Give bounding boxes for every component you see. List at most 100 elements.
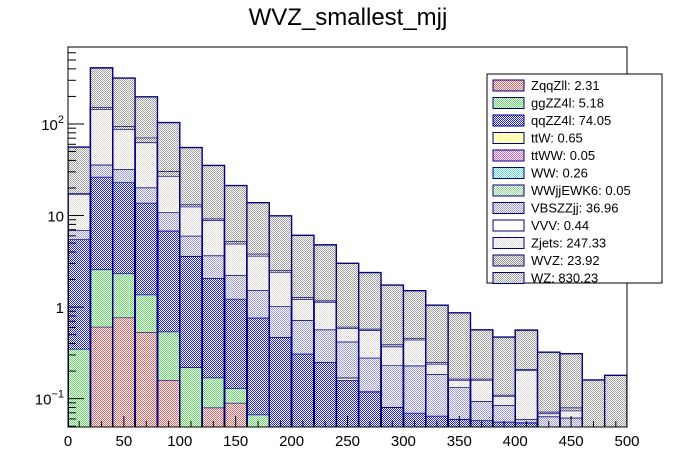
bar-qqZZ4l-bin-12 bbox=[336, 379, 359, 427]
legend-swatch bbox=[492, 114, 525, 127]
legend-label: VBSZZjj: 36.96 bbox=[531, 201, 618, 216]
legend-entry-ggZZ4l: ggZZ4l: 5.18 bbox=[492, 96, 604, 111]
bar-WVZ-bin-16 bbox=[425, 362, 449, 364]
bar-ZqqZll-bin-6 bbox=[202, 407, 225, 427]
x-tick-label: 50 bbox=[116, 433, 133, 450]
bar-ZqqZll-bin-3 bbox=[135, 332, 158, 427]
bar-WZ-bin-20 bbox=[515, 330, 538, 370]
legend-label: WZ: 830.23 bbox=[531, 271, 598, 286]
bar-qqZZ4l-bin-2 bbox=[112, 182, 136, 274]
legend-swatch bbox=[492, 149, 525, 162]
bar-Zjets-bin-20 bbox=[515, 370, 538, 419]
bar-WVZ-bin-22 bbox=[559, 407, 583, 411]
bar-Zjets-bin-17 bbox=[448, 379, 471, 388]
legend-label: qqZZ4l: 74.05 bbox=[531, 113, 611, 128]
y-tick-label: 1 bbox=[56, 300, 64, 317]
legend-swatch bbox=[492, 79, 525, 92]
legend-swatch bbox=[492, 132, 525, 144]
legend-label: ttWW: 0.05 bbox=[531, 148, 595, 163]
bar-WZ-bin-22 bbox=[559, 353, 583, 408]
bar-qqZZ4l-bin-6 bbox=[202, 278, 225, 378]
legend-label: ttW: 0.65 bbox=[531, 131, 583, 146]
bar-VBSZZjj-bin-6 bbox=[202, 255, 225, 279]
bar-VBSZZjj-bin-18 bbox=[470, 401, 493, 421]
bar-WZ-bin-18 bbox=[470, 329, 493, 379]
bar-Zjets-bin-7 bbox=[224, 243, 247, 276]
bar-Zjets-bin-1 bbox=[90, 109, 113, 165]
x-tick-label: 100 bbox=[167, 433, 192, 450]
legend-label: ZqqZll: 2.31 bbox=[531, 78, 600, 93]
bar-VBSZZjj-bin-15 bbox=[403, 365, 426, 413]
bar-WVZ-bin-2 bbox=[112, 126, 136, 130]
y-tick-label: 102 bbox=[41, 114, 64, 134]
bar-WVZ-bin-10 bbox=[291, 297, 314, 300]
bar-WZ-bin-6 bbox=[202, 165, 225, 219]
bar-VBSZZjj-bin-19 bbox=[492, 405, 516, 422]
bar-VBSZZjj-bin-0 bbox=[68, 230, 91, 240]
bar-VBSZZjj-bin-5 bbox=[179, 235, 203, 256]
bar-VBSZZjj-bin-1 bbox=[90, 164, 113, 177]
bar-WZ-bin-14 bbox=[381, 285, 404, 345]
bar-WVZ-bin-4 bbox=[157, 171, 180, 176]
series-WZ bbox=[68, 67, 627, 427]
bar-ZqqZll-bin-1 bbox=[90, 326, 113, 427]
axes: 0 50 100 150 200 250 300 350 400 450 500 10−1 1 10 102 bbox=[35, 46, 640, 450]
bar-Zjets-bin-3 bbox=[135, 142, 158, 188]
bar-WZ-bin-9 bbox=[269, 215, 292, 271]
bar-WZ-bin-17 bbox=[448, 312, 471, 379]
bar-VBSZZjj-bin-12 bbox=[336, 341, 359, 378]
bar-VBSZZjj-bin-3 bbox=[135, 187, 158, 203]
bar-WVZ-bin-1 bbox=[90, 107, 113, 110]
legend-label: WWjjEWK6: 0.05 bbox=[531, 183, 631, 198]
bar-WZ-bin-3 bbox=[135, 96, 158, 138]
bar-ggZZ4l-bin-3 bbox=[135, 294, 158, 333]
bar-ZqqZll-bin-4 bbox=[157, 379, 180, 427]
bar-Zjets-bin-14 bbox=[381, 346, 404, 366]
legend-swatch bbox=[492, 202, 525, 214]
legend: ZqqZll: 2.31 ggZZ4l: 5.18 qqZZ4l: 74.05 ttW… bbox=[486, 73, 663, 286]
bar-qqZZ4l-bin-9 bbox=[269, 337, 292, 427]
bar-Zjets-bin-18 bbox=[470, 379, 493, 402]
bar-Zjets-bin-4 bbox=[157, 175, 180, 213]
bar-VBSZZjj-bin-2 bbox=[112, 169, 136, 183]
x-tick-label: 0 bbox=[64, 433, 72, 450]
bar-VBSZZjj-bin-11 bbox=[313, 329, 337, 363]
bar-WZ-bin-8 bbox=[246, 202, 270, 254]
legend-label: WVZ: 23.92 bbox=[531, 253, 600, 268]
bar-WZ-bin-12 bbox=[336, 263, 359, 327]
legend-entry-VVV: VVV: 0.44 bbox=[492, 218, 589, 233]
legend-entry-ZqqZll: ZqqZll: 2.31 bbox=[492, 78, 600, 93]
legend-entry-ttW: ttW: 0.65 bbox=[492, 131, 583, 146]
legend-entry-WW: WW: 0.26 bbox=[492, 166, 588, 181]
bar-WZ-bin-1 bbox=[90, 67, 113, 108]
x-tick-label: 500 bbox=[614, 433, 639, 450]
x-tick-label: 400 bbox=[503, 433, 528, 450]
bar-ggZZ4l-bin-7 bbox=[224, 388, 247, 403]
bar-ggZZ4l-bin-2 bbox=[112, 273, 136, 318]
bar-VBSZZjj-bin-13 bbox=[358, 357, 382, 392]
bar-VBSZZjj-bin-4 bbox=[157, 212, 180, 231]
bar-WZ-bin-11 bbox=[313, 244, 337, 301]
bar-qqZZ4l-bin-14 bbox=[381, 407, 404, 427]
legend-swatch bbox=[492, 219, 525, 232]
x-tick-label: 150 bbox=[223, 433, 248, 450]
bar-WZ-bin-19 bbox=[492, 337, 516, 395]
legend-swatch bbox=[492, 272, 525, 284]
series-ggZZ4l bbox=[68, 268, 270, 427]
bar-WVZ-bin-9 bbox=[269, 270, 292, 272]
x-tick-label: 250 bbox=[335, 433, 360, 450]
bar-VBSZZjj-bin-14 bbox=[381, 365, 404, 408]
legend-label: WW: 0.26 bbox=[531, 166, 588, 181]
bar-WZ-bin-0 bbox=[68, 147, 91, 194]
legend-label: Zjets: 247.33 bbox=[531, 236, 606, 251]
bar-Zjets-bin-5 bbox=[179, 206, 203, 236]
bar-WZ-bin-24 bbox=[604, 375, 627, 427]
legend-swatch bbox=[492, 184, 525, 197]
bar-WZ-bin-10 bbox=[291, 235, 314, 298]
bar-WVZ-bin-21 bbox=[537, 411, 560, 414]
bar-Zjets-bin-10 bbox=[291, 299, 314, 321]
chart-title: WVZ_smallest_mjj bbox=[248, 4, 448, 31]
x-tick-label: 200 bbox=[279, 433, 304, 450]
bar-Zjets-bin-12 bbox=[336, 328, 359, 342]
